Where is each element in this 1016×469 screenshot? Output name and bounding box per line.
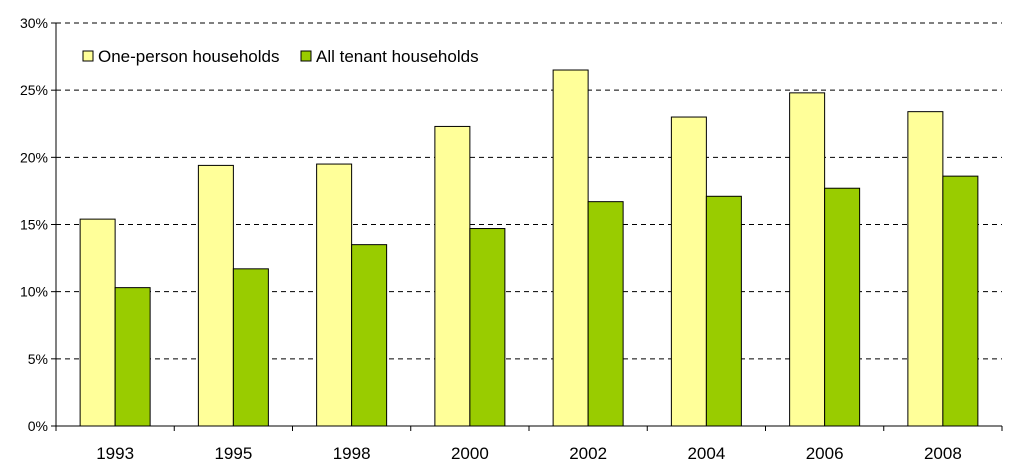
bar-all-tenant	[824, 187, 861, 427]
bar-one-person	[79, 218, 116, 427]
x-tick-label: 2004	[687, 444, 725, 463]
legend-swatch-all-tenant	[300, 50, 312, 62]
bar-all-tenant	[114, 287, 151, 427]
bar-one-person	[670, 116, 707, 427]
legend: One-person households All tenant househo…	[82, 47, 479, 66]
y-tick-label: 15%	[20, 217, 48, 233]
bar-all-tenant	[232, 268, 269, 427]
legend-label-all-tenant: All tenant households	[316, 47, 479, 66]
y-tick-label: 0%	[28, 418, 48, 434]
bar-one-person	[316, 163, 353, 427]
legend-label-one-person: One-person households	[98, 47, 279, 66]
bar-one-person	[197, 164, 234, 427]
x-axis-ticks: 1993 1995 1998 2000 2002 2004 2006 2008	[55, 426, 1003, 463]
y-tick-label: 25%	[20, 82, 48, 98]
y-tick-label: 20%	[20, 149, 48, 165]
bar-all-tenant	[351, 244, 388, 427]
x-tick-label: 1995	[214, 444, 252, 463]
bar-one-person	[789, 92, 826, 427]
x-tick-label: 2006	[806, 444, 844, 463]
bar-all-tenant	[942, 175, 979, 427]
bars	[79, 69, 979, 427]
bar-all-tenant	[587, 201, 624, 427]
x-tick-label: 2008	[924, 444, 962, 463]
y-tick-label: 30%	[20, 15, 48, 31]
x-tick-label: 1998	[333, 444, 371, 463]
legend-swatch-one-person	[82, 50, 94, 62]
x-tick-label: 2000	[451, 444, 489, 463]
x-tick-label: 2002	[569, 444, 607, 463]
y-tick-label: 10%	[20, 284, 48, 300]
y-tick-label: 5%	[28, 351, 48, 367]
bar-all-tenant	[705, 195, 742, 427]
bar-all-tenant	[469, 228, 506, 427]
y-axis-ticks: 0% 5% 10% 15% 20% 25% 30%	[20, 15, 56, 434]
bar-one-person	[552, 69, 589, 427]
bar-one-person	[907, 111, 944, 427]
x-tick-label: 1993	[96, 444, 134, 463]
bar-one-person	[434, 125, 471, 427]
